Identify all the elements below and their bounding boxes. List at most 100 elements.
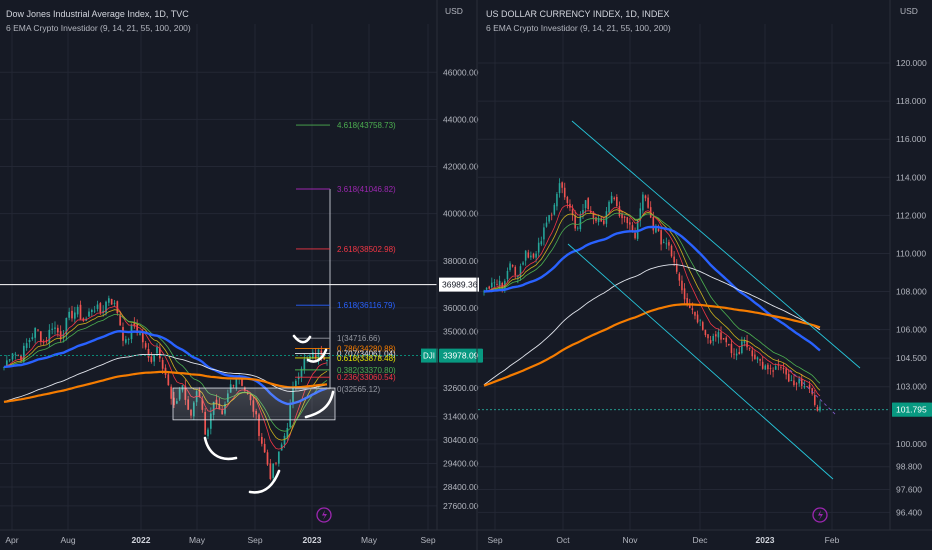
ema-14-line <box>3 309 328 441</box>
candle-body <box>235 378 238 388</box>
price-tick-label: 27600.00 <box>443 501 479 511</box>
candle-body <box>743 340 746 343</box>
candle-body <box>34 327 37 338</box>
candle-body <box>712 335 714 342</box>
candle-body <box>623 216 626 218</box>
candle-body <box>571 209 574 215</box>
candle-body <box>811 388 813 394</box>
range-box[interactable] <box>172 387 336 421</box>
price-tick-label: 46000.00 <box>443 67 479 77</box>
price-tick-label: 106.000 <box>896 325 927 335</box>
candle-body <box>258 414 260 436</box>
left-grid <box>0 24 437 530</box>
candle-body <box>39 331 42 342</box>
candle-body <box>587 198 589 210</box>
right-lightning-icon[interactable] <box>812 507 828 523</box>
candle-body <box>717 332 720 338</box>
price-tick-label: 31400.00 <box>443 411 479 421</box>
candle-body <box>493 282 496 284</box>
candle-body <box>232 385 235 387</box>
dxy-chart[interactable]: 120.000 118.000 116.000 114.000 112.000 110.0… <box>478 58 932 545</box>
candle-body <box>655 227 657 233</box>
candle-body <box>694 311 696 316</box>
candle-body <box>754 354 756 360</box>
candle-body <box>657 228 660 232</box>
time-tick-label: May <box>361 535 378 545</box>
candle-body <box>709 340 712 344</box>
candle-body <box>819 406 821 411</box>
ema-100-line <box>483 264 821 386</box>
candle-body <box>20 355 22 361</box>
candle-body <box>93 310 96 312</box>
candle-body <box>133 323 136 327</box>
candle-body <box>634 232 636 239</box>
channel-upper-line[interactable] <box>571 120 861 369</box>
price-tick-label: 36000.00 <box>443 303 479 313</box>
dji-tag-label: DJI <box>423 352 435 361</box>
candle-body <box>3 366 5 368</box>
channel-lower-line[interactable] <box>567 243 834 480</box>
candle-body <box>150 356 153 362</box>
candle-body <box>681 280 683 291</box>
candle-body <box>107 298 110 303</box>
time-tick-label: Aug <box>60 535 75 545</box>
candle-body <box>574 215 576 229</box>
time-tick-label: 2022 <box>132 535 151 545</box>
price-tick-label: 120.000 <box>896 58 927 68</box>
candle-body <box>759 359 761 361</box>
price-tick-label: 118.000 <box>896 96 926 106</box>
candle-body <box>496 284 498 285</box>
candle-body <box>582 209 584 215</box>
candle-body <box>769 367 772 369</box>
candle-body <box>543 227 545 240</box>
candle-body <box>506 271 509 280</box>
time-tick-label: Feb <box>825 535 840 545</box>
fib-level-label: 0.618(33878.48) <box>337 354 396 363</box>
candle-body <box>22 345 25 362</box>
candle-body <box>167 374 170 386</box>
dji-chart[interactable]: 46000.00 44000.00 42000.00 40000.00 38000.00… <box>0 67 483 545</box>
candle-body <box>785 368 787 375</box>
candle-body <box>68 311 71 318</box>
fib-level-label: 1.618(36116.79) <box>337 301 395 310</box>
candle-body <box>678 273 681 281</box>
candle-body <box>241 379 243 386</box>
candle-body <box>113 302 116 304</box>
candle-body <box>136 324 139 334</box>
price-tick-label: 42000.00 <box>443 162 479 172</box>
fib-level-label: 0.236(33060.54) <box>337 373 396 382</box>
hand-drawn-arc <box>292 334 312 344</box>
candle-body <box>800 379 803 386</box>
candle-body <box>626 217 629 224</box>
candle-body <box>550 214 553 216</box>
candle-body <box>647 197 649 208</box>
candle-body <box>139 333 141 335</box>
left-lightning-icon[interactable] <box>316 507 332 523</box>
candle-body <box>670 245 673 257</box>
candle-body <box>532 253 535 258</box>
candle-body <box>556 193 558 207</box>
candle-body <box>266 452 269 465</box>
fib-level-label: 0.382(33370.80) <box>337 366 396 375</box>
candle-body <box>11 353 14 360</box>
candle-body <box>566 197 569 203</box>
candle-body <box>621 213 623 219</box>
candle-body <box>696 314 699 323</box>
candle-body <box>733 353 735 355</box>
candle-body <box>699 320 701 322</box>
candle-body <box>277 451 280 464</box>
candle-body <box>99 303 102 313</box>
fib-level-label: 1(34716.66) <box>337 334 380 343</box>
candle-body <box>610 195 613 203</box>
last-price-label: 33978.09 <box>443 351 479 361</box>
candle-body <box>124 339 127 343</box>
candle-body <box>772 370 774 372</box>
candle-body <box>787 373 790 382</box>
time-tick-label: Apr <box>5 535 18 545</box>
candle-body <box>127 339 130 340</box>
price-tick-label: 103.000 <box>896 382 927 392</box>
candle-body <box>105 301 107 313</box>
candle-body <box>42 341 45 343</box>
price-tick-label: 98.800 <box>896 462 922 472</box>
